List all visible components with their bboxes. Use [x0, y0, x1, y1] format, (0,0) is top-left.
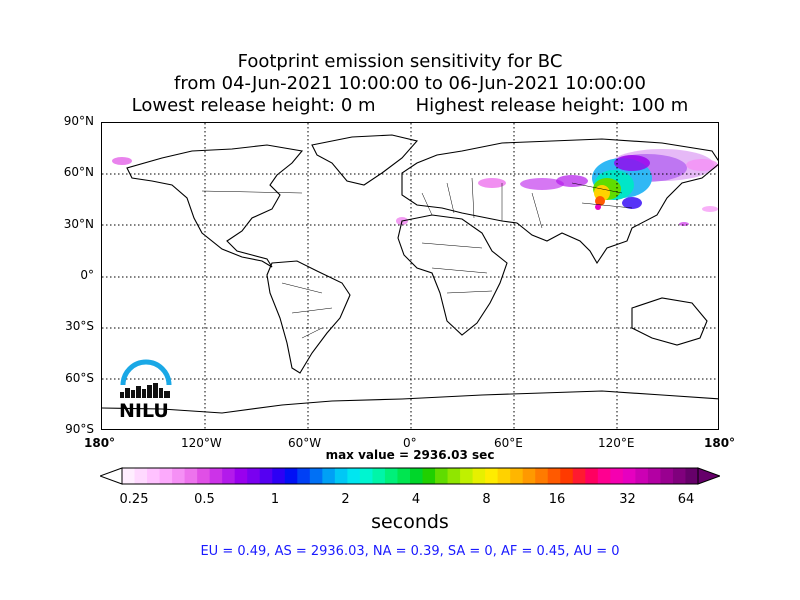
north-america-outline [126, 144, 304, 268]
footprint-layer [112, 149, 718, 226]
colorbar-tick-label: 0.5 [194, 492, 215, 507]
colorbar-segment [272, 468, 286, 484]
colorbar-tick-label: 2 [341, 492, 350, 507]
region-summary: EU = 0.49, AS = 2936.03, NA = 0.39, SA =… [200, 544, 620, 559]
africa-outline [397, 214, 508, 336]
lon-label-120e: 120°E [598, 436, 635, 450]
colorbar-segment [585, 468, 599, 484]
lon-label-0: 0° [403, 436, 417, 450]
colorbar-segment [172, 468, 186, 484]
max-value-label: max value = 2936.03 sec [325, 448, 495, 462]
lon-label-60e: 60°E [494, 436, 523, 450]
colorbar-segment [535, 468, 549, 484]
colorbar-units: seconds [371, 511, 449, 533]
colorbar-segment [359, 468, 373, 484]
lon-label-180e: 180° [704, 436, 736, 450]
lat-label-30n: 30°N [63, 217, 94, 231]
colorbar-segment [197, 468, 211, 484]
lat-label-60s: 60°S [65, 371, 94, 385]
lat-label-0: 0° [80, 268, 94, 282]
nilu-logo [120, 359, 172, 398]
colorbar-segment [209, 468, 223, 484]
australia-outline [631, 297, 708, 346]
colorbar-segment [522, 468, 536, 484]
colorbar-segment [435, 468, 449, 484]
colorbar-segment [510, 468, 524, 484]
country-borders [201, 177, 633, 339]
colorbar-tick-label: 1 [270, 492, 280, 507]
colorbar-segment [322, 468, 336, 484]
colorbar [100, 467, 720, 485]
title-line-2: from 04-Jun-2021 10:00:00 to 06-Jun-2021… [174, 73, 646, 94]
colorbar-border [121, 467, 699, 485]
colorbar-segment [297, 468, 311, 484]
colorbar-segment [397, 468, 411, 484]
lon-label-180w: 180° [84, 436, 116, 450]
colorbar-segment [647, 468, 661, 484]
colorbar-segment [610, 468, 624, 484]
colorbar-segment [410, 468, 424, 484]
colorbar-segment [247, 468, 261, 484]
colorbar-segment [347, 468, 361, 484]
colorbar-segment [122, 468, 136, 484]
colorbar-segment [222, 468, 236, 484]
colorbar-segment [622, 468, 636, 484]
colorbar-segment [635, 468, 649, 484]
colorbar-segment [485, 468, 499, 484]
colorbar-segment [134, 468, 148, 484]
colorbar-segment [384, 468, 398, 484]
colorbar-segment [497, 468, 511, 484]
colorbar-segment [184, 468, 198, 484]
colorbar-segment [147, 468, 161, 484]
colorbar-segment [447, 468, 461, 484]
colorbar-segment [284, 468, 298, 484]
colorbar-segment [685, 468, 699, 484]
lat-label-30s: 30°S [65, 319, 94, 333]
colorbar-tick-label: 64 [677, 492, 695, 507]
colorbar-segment [560, 468, 574, 484]
world-map [102, 123, 718, 429]
colorbar-segment [422, 468, 436, 484]
colorbar-segment [372, 468, 386, 484]
colorbar-segment [234, 468, 248, 484]
title-line-3: Lowest release height: 0 m Highest relea… [131, 95, 689, 116]
colorbar-segment [460, 468, 474, 484]
colorbar-tick-label: 8 [482, 492, 491, 507]
lat-label-60n: 60°N [63, 165, 94, 179]
antarctica-outline [102, 390, 718, 414]
south-america-outline [266, 260, 351, 374]
colorbar-segment [259, 468, 273, 484]
graticule [102, 123, 718, 429]
map-panel [101, 122, 719, 430]
colorbar-over-arrow [697, 467, 720, 485]
lon-label-60w: 60°W [288, 436, 322, 450]
colorbar-segment [597, 468, 611, 484]
colorbar-segment [547, 468, 561, 484]
colorbar-segment [572, 468, 586, 484]
colorbar-segment [472, 468, 486, 484]
colorbar-tick-label: 32 [619, 492, 636, 507]
colorbar-segment [309, 468, 323, 484]
colorbar-tick-label: 4 [411, 492, 421, 507]
colorbar-segment [334, 468, 348, 484]
title-line-1: Footprint emission sensitivity for BC [237, 51, 563, 72]
colorbar-segment [660, 468, 674, 484]
lon-label-120w: 120°W [181, 436, 222, 450]
greenland-outline [311, 134, 419, 186]
colorbar-segment [159, 468, 173, 484]
lat-label-90s: 90°S [65, 422, 94, 436]
lat-label-90n: 90°N [63, 114, 94, 128]
colorbar-segment [672, 468, 686, 484]
nilu-logo-text: NILU [119, 400, 169, 422]
colorbar-tick-label: 0.25 [119, 492, 149, 507]
colorbar-tick-label: 16 [548, 492, 566, 507]
colorbar-under-arrow [100, 467, 123, 485]
